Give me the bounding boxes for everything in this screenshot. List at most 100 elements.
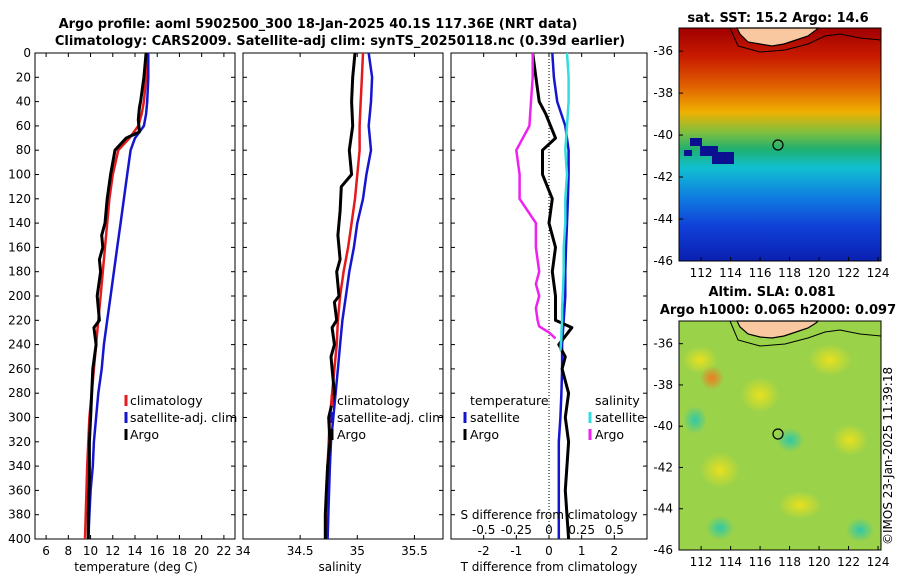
sla-blob [778, 491, 822, 519]
map-x-tick-label: 124 [867, 555, 890, 569]
series-line-s-argo [515, 53, 557, 340]
map-x-tick-label: 112 [690, 555, 713, 569]
x-tick-label: 12 [105, 544, 120, 558]
x-tick-label: 14 [127, 544, 142, 558]
sla-blob [846, 518, 874, 542]
x-tick-label: 34.5 [287, 544, 314, 558]
x-tick-label: 20 [194, 544, 209, 558]
sla-blob [700, 452, 740, 488]
legend-s-argo: Argo [595, 427, 624, 442]
y-tick-label: 320 [8, 435, 31, 449]
sla-blob [808, 344, 852, 376]
map-x-tick-label: 122 [837, 555, 860, 569]
x-tick-label: 6 [42, 544, 50, 558]
legend-t-satellite: satellite [470, 410, 520, 425]
australia-land [736, 27, 820, 47]
y-tick-label: 120 [8, 192, 31, 206]
sst-map-ticks: 112 114 116 118 120 122 124 -36 -38 -40 -42 -44 -46 [653, 44, 889, 280]
series-line-satellite-adj-clim [87, 53, 150, 540]
x-tick-label: 22 [216, 544, 231, 558]
y-tick-label: 240 [8, 338, 31, 352]
temperature-legend: climatology satellite-adj. clim Argo [124, 393, 237, 442]
legend-climatology: climatology [337, 393, 410, 408]
map-x-tick-label: 122 [837, 266, 860, 280]
temperature-plot: 0 20 40 60 80 100 120 140 160 180 200 220 240 260 280 3… [8, 46, 235, 558]
y-tick-label: 280 [8, 386, 31, 400]
australia-land [736, 320, 820, 339]
header-line1: Argo profile: aoml 5902500_300 18-Jan-20… [59, 17, 578, 32]
map-x-tick-label: 114 [719, 555, 742, 569]
map-y-tick-label: -40 [653, 128, 673, 142]
sla-map-frame [678, 320, 882, 551]
y-tick-label: 180 [8, 265, 31, 279]
map-x-tick-label: 116 [749, 555, 772, 569]
sla-map-ticks: 112 114 116 118 120 122 124 -36 -38 -40 -42 -44 -46 [653, 337, 889, 569]
map-y-tick-label: -46 [653, 254, 673, 268]
legend-argo: Argo [130, 427, 159, 442]
series-line-s-satellite [559, 52, 570, 351]
x-tick-label: 10 [83, 544, 98, 558]
cold-patch [700, 146, 718, 156]
map-y-tick-label: -38 [653, 86, 673, 100]
sla-blob [832, 424, 868, 456]
map-x-tick-label: 120 [808, 266, 831, 280]
argo-location-marker [772, 139, 784, 151]
sla-contour [729, 320, 882, 347]
map-x-tick-label: 118 [778, 266, 801, 280]
sst-contour [729, 27, 882, 53]
sla-blob [706, 516, 734, 540]
y-tick-label: 60 [16, 119, 31, 133]
top-tick-label: -0.25 [501, 523, 532, 537]
y-tick-label: 140 [8, 216, 31, 230]
map-x-tick-label: 124 [867, 266, 890, 280]
temperature-axes [34, 52, 236, 540]
top-tick-label: 0.5 [605, 523, 624, 537]
top-tick-label: -0.5 [472, 523, 495, 537]
x-tick-label: 18 [172, 544, 187, 558]
sla-blob [740, 377, 780, 413]
map-y-tick-label: -42 [653, 170, 673, 184]
sla-blob [700, 366, 724, 390]
map-x-tick-label: 120 [808, 555, 831, 569]
map-x-tick-label: 114 [719, 266, 742, 280]
difference-top-label: S difference from climatology [461, 508, 638, 522]
series-line-satellite-adj-clim [326, 52, 374, 540]
header-line2: Climatology: CARS2009. Satellite-adj cli… [55, 34, 625, 49]
sst-field [679, 28, 881, 261]
imos-watermark: ©IMOS 23-Jan-2025 11:39:18 [881, 367, 895, 545]
difference-legend: temperature satellite Argo salinity sate… [463, 393, 645, 442]
sla-blob [683, 406, 707, 434]
x-tick-label: 8 [65, 544, 73, 558]
map-y-tick-label: -36 [653, 337, 673, 351]
x-tick-label: 2 [611, 544, 619, 558]
legend-climatology: climatology [130, 393, 203, 408]
sst-map-title: sat. SST: 15.2 Argo: 14.6 [687, 11, 868, 26]
series-line-argo [86, 52, 148, 539]
sst-map-frame [678, 27, 882, 262]
y-tick-label: 260 [8, 362, 31, 376]
top-tick-label: 0.25 [568, 523, 595, 537]
legend-temperature-title: temperature [470, 393, 549, 408]
difference-xlabel: T difference from climatology [460, 560, 638, 574]
series-line-t-argo [531, 52, 574, 540]
y-tick-label: 300 [8, 411, 31, 425]
x-tick-label: 1 [578, 544, 586, 558]
cold-patch [712, 152, 734, 164]
salinity-xlabel: salinity [318, 560, 361, 574]
y-tick-label: 40 [16, 95, 31, 109]
sla-blob [776, 428, 804, 452]
salinity-legend: climatology satellite-adj. clim Argo [330, 393, 444, 442]
cold-patch [690, 138, 702, 146]
map-y-tick-label: -36 [653, 44, 673, 58]
map-y-tick-label: -38 [653, 378, 673, 392]
sla-map [679, 320, 882, 550]
y-tick-label: 400 [8, 532, 31, 546]
cold-patch [684, 150, 692, 156]
x-tick-label: 35 [350, 544, 365, 558]
top-tick-label: 0 [545, 523, 553, 537]
legend-s-satellite: satellite [595, 410, 645, 425]
y-tick-label: 80 [16, 143, 31, 157]
x-tick-label: -1 [510, 544, 522, 558]
map-y-tick-label: -46 [653, 543, 673, 557]
